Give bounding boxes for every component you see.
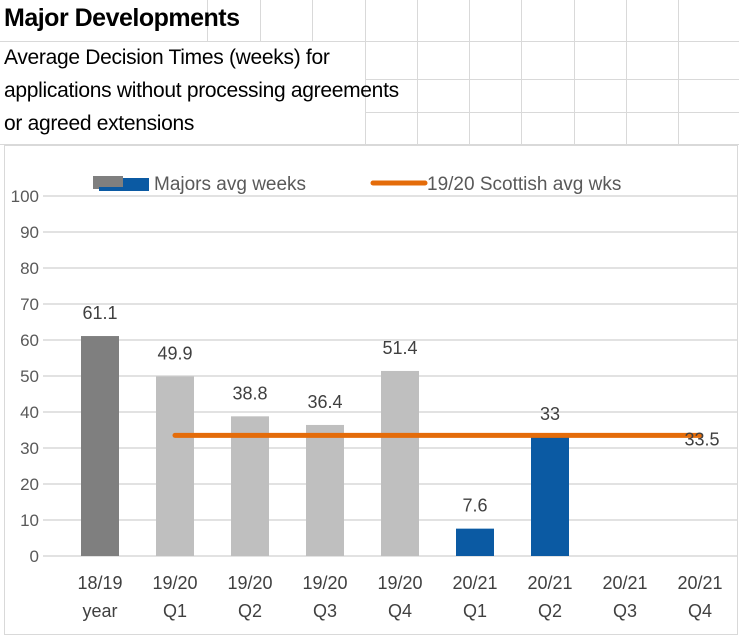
x-tick-label: Q3 bbox=[613, 601, 637, 621]
subtitle-line: Average Decision Times (weeks) for bbox=[4, 46, 330, 69]
y-tick-label: 80 bbox=[20, 259, 39, 278]
bar bbox=[156, 376, 194, 556]
y-tick-label: 0 bbox=[30, 547, 39, 566]
data-label: 36.4 bbox=[307, 392, 342, 412]
chart-svg: 0 10 20 30 40 50 60 70 80 90 100 61.1 49.9 38.8 36.4 51… bbox=[11, 174, 737, 621]
sheet-gridline bbox=[0, 41, 739, 42]
sheet-gridline bbox=[0, 144, 739, 145]
y-tick-label: 90 bbox=[20, 223, 39, 242]
sheet-gridline bbox=[521, 0, 522, 144]
bar bbox=[531, 437, 569, 556]
bar bbox=[306, 424, 344, 556]
chart[interactable]: 0 10 20 30 40 50 60 70 80 90 100 61.1 49.9 38.8 36.4 51… bbox=[4, 145, 738, 635]
sheet-gridline bbox=[312, 0, 313, 41]
x-tick-label: Q4 bbox=[688, 601, 712, 621]
bar bbox=[81, 336, 119, 556]
subtitle-line: applications without processing agreemen… bbox=[4, 79, 399, 102]
sheet-gridline bbox=[207, 0, 208, 41]
bar bbox=[456, 528, 494, 556]
legend-label: 19/20 Scottish avg wks bbox=[427, 174, 621, 195]
x-tick-label: Q2 bbox=[538, 601, 562, 621]
sheet-title: Major Developments bbox=[4, 4, 240, 32]
y-tick-label: 10 bbox=[20, 511, 39, 530]
x-tick-label: 20/21 bbox=[602, 573, 647, 593]
x-tick-label: 20/21 bbox=[677, 573, 722, 593]
x-tick-label: Q1 bbox=[463, 601, 487, 621]
y-tick-label: 30 bbox=[20, 439, 39, 458]
y-tick-label: 100 bbox=[11, 187, 39, 206]
x-tick-label: 19/20 bbox=[152, 573, 197, 593]
x-tick-label: Q1 bbox=[163, 601, 187, 621]
x-tick-label: 20/21 bbox=[452, 573, 497, 593]
data-label: 38.8 bbox=[232, 383, 267, 403]
sheet-gridline bbox=[469, 0, 470, 144]
legend-swatch-gray-overlay bbox=[93, 176, 123, 187]
x-tick-label: 20/21 bbox=[527, 573, 572, 593]
bar bbox=[231, 416, 269, 556]
data-label: 7.6 bbox=[462, 496, 487, 516]
x-tick-label: Q2 bbox=[238, 601, 262, 621]
x-tick-label: Q3 bbox=[313, 601, 337, 621]
y-tick-label: 50 bbox=[20, 367, 39, 386]
x-tick-label: 19/20 bbox=[377, 573, 422, 593]
sheet-gridline bbox=[260, 0, 261, 41]
sheet-gridline bbox=[365, 0, 366, 144]
y-tick-label: 20 bbox=[20, 475, 39, 494]
data-label: 51.4 bbox=[382, 338, 417, 358]
x-tick-label: year bbox=[82, 601, 117, 621]
legend-label: Majors avg weeks bbox=[154, 174, 306, 195]
sheet-gridline bbox=[626, 0, 627, 144]
x-tick-label: Q4 bbox=[388, 601, 412, 621]
x-tick-label: 19/20 bbox=[227, 573, 272, 593]
x-tick-label: 19/20 bbox=[302, 573, 347, 593]
sheet-gridline bbox=[574, 0, 575, 144]
sheet-gridline bbox=[417, 0, 418, 144]
y-tick-label: 70 bbox=[20, 295, 39, 314]
data-label: 61.1 bbox=[82, 303, 117, 323]
x-tick-label: 18/19 bbox=[77, 573, 122, 593]
sheet-gridline bbox=[365, 112, 739, 113]
data-label: 49.9 bbox=[157, 343, 192, 363]
subtitle-line: or agreed extensions bbox=[4, 112, 195, 135]
sheet-gridline bbox=[678, 0, 679, 144]
line-data-label: 33.5 bbox=[684, 429, 719, 449]
bar bbox=[381, 370, 419, 556]
data-label: 33 bbox=[540, 404, 560, 424]
y-tick-label: 60 bbox=[20, 331, 39, 350]
sheet-gridline bbox=[365, 79, 739, 80]
y-tick-label: 40 bbox=[20, 403, 39, 422]
